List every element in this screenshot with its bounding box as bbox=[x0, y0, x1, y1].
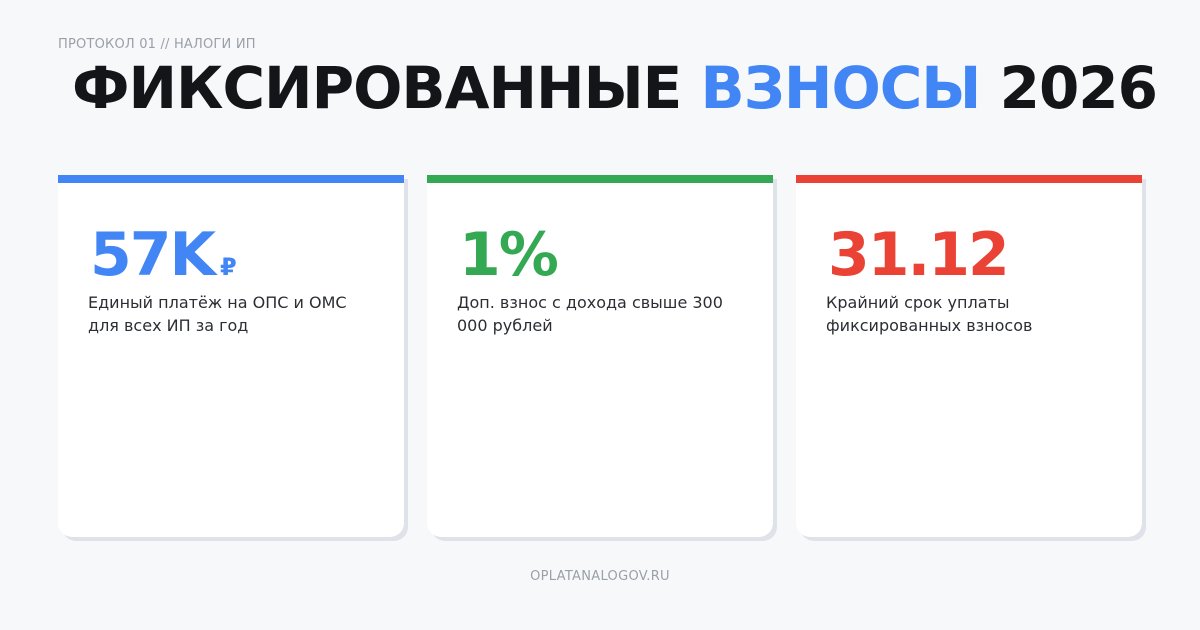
stat-card-payment: 57K ₽ Единый платёж на ОПС и ОМС для всех… bbox=[58, 175, 404, 537]
stat-number: 57K bbox=[90, 220, 216, 290]
stat-description: Доп. взнос с дохода свыше 300 000 рублей bbox=[457, 293, 723, 335]
card-accent-bar bbox=[58, 175, 404, 183]
stat-description: Единый платёж на ОПС и ОМС для всех ИП з… bbox=[88, 293, 347, 335]
stat-value: 57K ₽ bbox=[90, 219, 237, 303]
card-accent-bar bbox=[796, 175, 1142, 183]
stat-value: 31.12 bbox=[828, 219, 1010, 291]
page-title: ФИКСИРОВАННЫЕ ВЗНОСЫ 2026 bbox=[72, 52, 1158, 124]
footer-site: OPLATANALOGOV.RU bbox=[530, 569, 670, 584]
stat-number: 31.12 bbox=[828, 220, 1010, 290]
title-part-2: 2026 bbox=[980, 54, 1158, 122]
title-part-1: ФИКСИРОВАННЫЕ bbox=[72, 54, 701, 122]
stat-value: 1% bbox=[459, 219, 559, 291]
stat-card-deadline: 31.12 Крайний срок уплаты фиксированных … bbox=[796, 175, 1142, 537]
stat-card-extra-fee: 1% Доп. взнос с дохода свыше 300 000 руб… bbox=[427, 175, 773, 537]
ruble-sign: ₽ bbox=[220, 253, 237, 281]
card-accent-bar bbox=[427, 175, 773, 183]
title-accent: ВЗНОСЫ bbox=[700, 54, 981, 122]
stat-cards: 57K ₽ Единый платёж на ОПС и ОМС для всех… bbox=[58, 175, 1142, 537]
stat-number: 1% bbox=[459, 220, 559, 290]
eyebrow-label: ПРОТОКОЛ 01 // НАЛОГИ ИП bbox=[58, 37, 256, 52]
stat-description: Крайний срок уплаты фиксированных взносо… bbox=[826, 293, 1033, 335]
